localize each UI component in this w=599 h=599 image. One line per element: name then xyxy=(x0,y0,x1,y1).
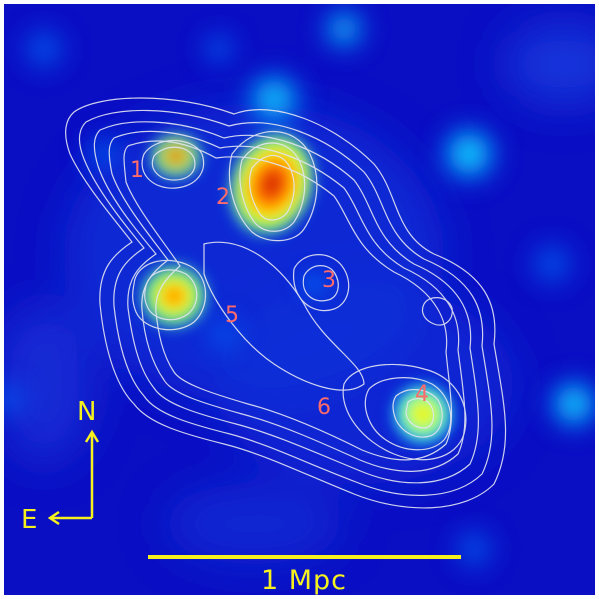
subcluster-label-3: 3 xyxy=(322,268,336,293)
subcluster-label-4: 4 xyxy=(415,382,429,407)
subcluster-label-1: 1 xyxy=(130,158,144,183)
contours xyxy=(65,97,507,509)
compass xyxy=(47,429,100,526)
density-map: 1 2 3 4 5 6 N E 1 Mpc xyxy=(4,4,595,595)
compass-north-arrowhead xyxy=(84,429,100,443)
subcluster-label-5: 5 xyxy=(225,303,239,328)
compass-east-label: E xyxy=(21,505,37,535)
faint-sources xyxy=(4,4,595,575)
compass-east-arrowhead xyxy=(47,510,60,526)
subcluster-labels: 1 2 3 4 5 6 xyxy=(130,158,429,420)
scale-bar-label: 1 Mpc xyxy=(261,565,347,595)
subcluster-label-6: 6 xyxy=(317,395,331,420)
subcluster-label-2: 2 xyxy=(216,185,230,210)
compass-north-label: N xyxy=(77,397,96,427)
